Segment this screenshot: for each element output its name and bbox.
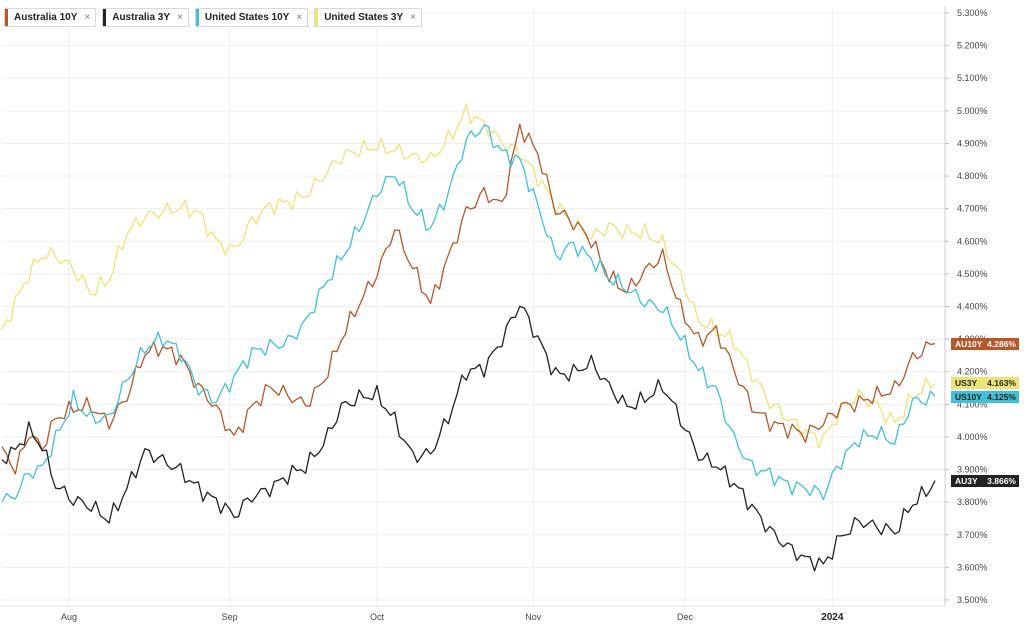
legend-chip-united-states-3y[interactable]: United States 3Y ×	[314, 8, 422, 27]
legend-label: Australia 10Y	[14, 12, 78, 23]
y-tick-label: 3.500%	[957, 595, 988, 605]
last-value-tag-bg	[951, 338, 1019, 350]
last-value-tag-name: AU10Y	[955, 339, 983, 349]
y-tick-label: 3.600%	[957, 562, 988, 572]
series-lines	[1, 103, 936, 572]
last-value-tag-value: 4.286%	[987, 339, 1016, 349]
close-icon[interactable]: ×	[177, 12, 183, 23]
x-tick-label: Aug	[61, 612, 77, 622]
close-icon[interactable]: ×	[410, 12, 416, 23]
last-value-tags: AU10Y 4.286% US3Y 4.163% US10Y 4.125% AU3Y 3.86…	[951, 338, 1019, 487]
legend-chip-australia-3y[interactable]: Australia 3Y ×	[102, 8, 189, 27]
legend-swatch	[103, 9, 107, 26]
legend-chip-australia-10y[interactable]: Australia 10Y ×	[4, 8, 97, 27]
y-tick-label: 3.900%	[957, 465, 988, 475]
y-tick-label: 5.100%	[957, 73, 988, 83]
y-tick-label: 4.200%	[957, 367, 988, 377]
y-tick-label: 4.500%	[957, 269, 988, 279]
last-value-tag-name: US3Y	[955, 378, 978, 388]
series-line-united-states-10y	[1, 124, 936, 503]
last-value-tag-bg	[951, 475, 1019, 487]
legend-chip-united-states-10y[interactable]: United States 10Y ×	[194, 8, 309, 27]
legend-label: Australia 3Y	[112, 12, 171, 23]
last-value-tag-au10y: AU10Y 4.286%	[951, 338, 1019, 350]
legend-swatch	[5, 9, 8, 26]
last-value-tag-bg	[951, 377, 1019, 389]
last-value-tag-name: US10Y	[955, 392, 982, 402]
last-value-tag-name: AU3Y	[955, 476, 978, 486]
y-tick-label: 5.200%	[957, 41, 988, 51]
legend-swatch	[315, 9, 319, 26]
x-tick-label: Oct	[370, 612, 385, 622]
y-tick-label: 4.800%	[957, 171, 988, 181]
legend-swatch	[195, 9, 199, 26]
series-line-united-states-3y	[1, 103, 936, 449]
legend-label: United States 10Y	[204, 12, 290, 23]
legend: Australia 10Y × Australia 3Y × United St…	[4, 8, 422, 27]
close-icon[interactable]: ×	[296, 12, 303, 23]
y-tick-label: 4.000%	[957, 432, 988, 442]
last-value-tag-bg	[951, 391, 1019, 403]
last-value-tag-us10y: US10Y 4.125%	[951, 391, 1019, 403]
series-line-australia-10y	[1, 123, 936, 475]
last-value-tag-us3y: US3Y 4.163%	[951, 377, 1019, 389]
y-tick-label: 4.700%	[957, 204, 988, 214]
x-axis-ticks: Aug Sep Oct Nov Dec 2024	[0, 605, 945, 623]
last-value-tag-value: 4.163%	[987, 378, 1016, 388]
close-icon[interactable]: ×	[84, 12, 91, 23]
x-tick-label: Dec	[677, 612, 694, 622]
x-tick-label: Sep	[222, 612, 238, 622]
y-tick-label: 3.700%	[957, 530, 988, 540]
y-tick-label: 4.100%	[957, 399, 988, 409]
y-tick-label: 4.600%	[957, 236, 988, 246]
y-tick-label: 5.000%	[957, 106, 988, 116]
series-line-australia-3y	[1, 305, 936, 572]
y-tick-label: 4.900%	[957, 138, 988, 148]
last-value-tag-value: 4.125%	[987, 392, 1016, 402]
y-tick-label: 5.300%	[957, 8, 988, 18]
legend-label: United States 3Y	[324, 12, 404, 23]
y-axis-ticks: 3.500% 3.600% 3.700% 3.800% 3.900% 4.000% 4.10…	[945, 8, 988, 605]
x-tick-label: 2024	[821, 612, 844, 623]
y-tick-label: 3.800%	[957, 497, 988, 507]
last-value-tag-au3y: AU3Y 3.866%	[951, 475, 1019, 487]
x-tick-label: Nov	[525, 612, 542, 622]
y-tick-label: 4.400%	[957, 302, 988, 312]
last-value-tag-value: 3.866%	[987, 476, 1016, 486]
